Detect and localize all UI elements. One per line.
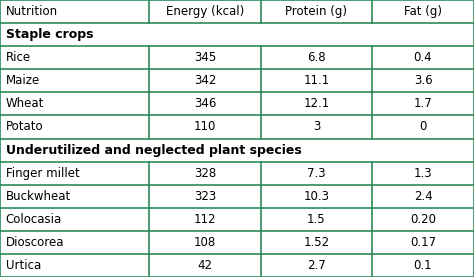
Text: 345: 345	[194, 51, 216, 64]
Text: Finger millet: Finger millet	[6, 167, 80, 179]
Text: 328: 328	[194, 167, 216, 179]
Text: Nutrition: Nutrition	[6, 5, 58, 18]
Text: 11.1: 11.1	[303, 74, 329, 87]
Text: 3: 3	[313, 120, 320, 134]
Text: Maize: Maize	[6, 74, 40, 87]
Text: 10.3: 10.3	[303, 190, 329, 203]
Text: 6.8: 6.8	[307, 51, 326, 64]
Text: Protein (g): Protein (g)	[285, 5, 347, 18]
Text: 7.3: 7.3	[307, 167, 326, 179]
Text: 112: 112	[194, 213, 216, 226]
Text: Potato: Potato	[6, 120, 43, 134]
Text: 2.7: 2.7	[307, 259, 326, 272]
Text: 0.4: 0.4	[414, 51, 432, 64]
Text: Wheat: Wheat	[6, 98, 44, 110]
Text: 323: 323	[194, 190, 216, 203]
Text: 0: 0	[419, 120, 427, 134]
Text: 0.17: 0.17	[410, 236, 436, 249]
Text: 1.7: 1.7	[414, 98, 432, 110]
Text: 12.1: 12.1	[303, 98, 329, 110]
Text: Staple crops: Staple crops	[6, 28, 93, 41]
Text: Urtica: Urtica	[6, 259, 41, 272]
Text: 1.5: 1.5	[307, 213, 326, 226]
Text: Energy (kcal): Energy (kcal)	[166, 5, 244, 18]
Text: 346: 346	[194, 98, 216, 110]
Text: Dioscorea: Dioscorea	[6, 236, 64, 249]
Text: 0.1: 0.1	[414, 259, 432, 272]
Text: 42: 42	[198, 259, 212, 272]
Text: 2.4: 2.4	[414, 190, 432, 203]
Text: Colocasia: Colocasia	[6, 213, 62, 226]
Text: 108: 108	[194, 236, 216, 249]
Text: 342: 342	[194, 74, 216, 87]
Text: 1.52: 1.52	[303, 236, 329, 249]
Text: 110: 110	[194, 120, 216, 134]
Text: 3.6: 3.6	[414, 74, 432, 87]
Text: 1.3: 1.3	[414, 167, 432, 179]
Text: Fat (g): Fat (g)	[404, 5, 442, 18]
Text: Underutilized and neglected plant species: Underutilized and neglected plant specie…	[6, 143, 301, 157]
Text: Buckwheat: Buckwheat	[6, 190, 71, 203]
Text: Rice: Rice	[6, 51, 31, 64]
Text: 0.20: 0.20	[410, 213, 436, 226]
